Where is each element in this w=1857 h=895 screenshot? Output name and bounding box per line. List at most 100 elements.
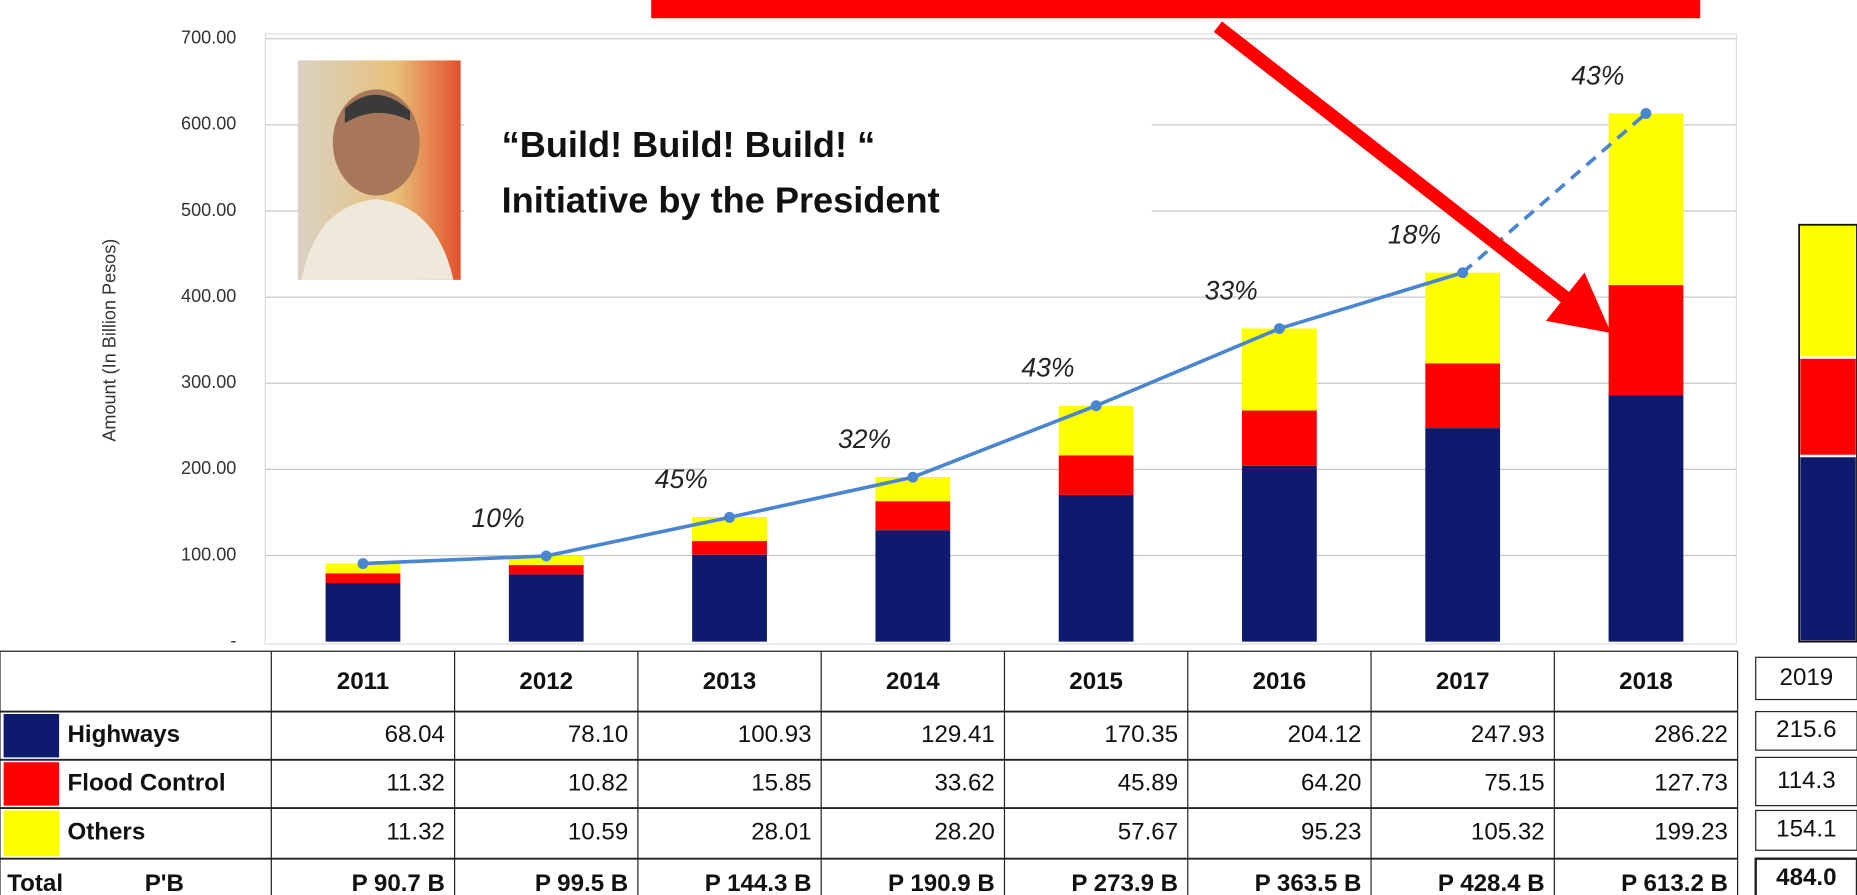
bar-segment xyxy=(508,565,584,575)
table-cell: P 428.4 B xyxy=(1438,870,1545,895)
projection-cell: 2019 xyxy=(1780,664,1834,691)
total-point xyxy=(1457,267,1469,279)
table-cell: 45.89 xyxy=(1118,769,1178,796)
bar-segment xyxy=(1242,465,1317,642)
bar-segment xyxy=(1425,363,1501,429)
table-cell: 10.59 xyxy=(568,819,628,846)
table-cell: 286.22 xyxy=(1654,721,1728,748)
projection-cell-box xyxy=(1755,656,1857,701)
bar-segment xyxy=(1058,405,1134,456)
bar-segment xyxy=(692,554,767,642)
total-point xyxy=(1090,400,1102,412)
column-header: 2013 xyxy=(703,668,757,695)
y-tick-label: 300.00 xyxy=(181,372,236,392)
row-header: Highways xyxy=(68,721,181,748)
projection-segment xyxy=(1797,223,1857,359)
column-header: 2017 xyxy=(1436,668,1490,695)
banner xyxy=(651,0,1701,19)
total-point xyxy=(540,550,552,562)
table-cell: 204.12 xyxy=(1288,721,1362,748)
projection-segment xyxy=(1797,454,1857,643)
bar-segment xyxy=(1058,455,1134,495)
projection-outline xyxy=(1798,223,1857,643)
growth-label: 32% xyxy=(838,424,891,454)
table-cell: P 90.7 B xyxy=(352,870,445,895)
table-cell: P 613.2 B xyxy=(1621,870,1728,895)
table-cell: P 144.3 B xyxy=(705,870,812,895)
bar-segment xyxy=(508,574,584,642)
bar-segment xyxy=(1058,494,1134,642)
legend-swatch xyxy=(3,713,60,758)
table-cell: 105.32 xyxy=(1471,819,1545,846)
projection-segment xyxy=(1797,356,1857,458)
growth-label: 18% xyxy=(1388,219,1441,249)
table-cell: 129.41 xyxy=(921,721,995,748)
projection-cell-box xyxy=(1754,857,1857,895)
table-cell: 68.04 xyxy=(385,721,445,748)
y-tick-label: 400.00 xyxy=(181,286,236,306)
table-cell: 247.93 xyxy=(1471,721,1545,748)
row-header: Total xyxy=(7,870,63,895)
table-cell: 78.10 xyxy=(568,721,628,748)
table-cell: 95.23 xyxy=(1301,819,1361,846)
bar-segment xyxy=(1242,328,1317,411)
total-point xyxy=(1640,108,1652,119)
projection-cell-box xyxy=(1755,756,1857,807)
bar-segment xyxy=(692,541,767,555)
table-cell: 33.62 xyxy=(934,769,994,796)
total-point xyxy=(907,471,919,483)
table-cell: 11.32 xyxy=(386,819,445,846)
plot-frame xyxy=(264,33,1738,645)
total-point xyxy=(357,558,369,569)
table-cell: 28.01 xyxy=(751,819,811,846)
bar-segment xyxy=(1608,285,1684,396)
legend-swatch xyxy=(3,762,60,806)
bar-segment xyxy=(875,501,951,531)
table: 2011 2012 2013 2014 2015 2016 2017 2018 Highways… xyxy=(0,650,1857,895)
column-header: 2012 xyxy=(519,668,573,695)
table-cell: 127.73 xyxy=(1654,769,1728,796)
bar-segment xyxy=(1425,272,1501,364)
y-tick-label: 700.00 xyxy=(181,28,236,48)
table-cell: 15.85 xyxy=(751,769,811,796)
bar-segment xyxy=(875,530,951,642)
row-header: Others xyxy=(68,819,146,846)
table-cell: 170.35 xyxy=(1104,721,1178,748)
bar-segment xyxy=(325,583,401,642)
growth-label: 33% xyxy=(1205,275,1258,305)
y-tick-label: 100.00 xyxy=(181,544,236,564)
bar-segment xyxy=(1608,113,1684,286)
lines: 10% 45% 32% 43% 33% 18% 43% xyxy=(357,60,1652,569)
legend-swatch xyxy=(3,810,60,857)
arrow xyxy=(1213,21,1572,305)
annotation: Initiative by the President xyxy=(502,179,940,220)
column-header: 2016 xyxy=(1253,668,1307,695)
table-cell: 100.93 xyxy=(738,721,812,748)
projection-cell: 484.0 xyxy=(1776,864,1836,891)
y-tick-label: 500.00 xyxy=(181,200,236,220)
total-point xyxy=(724,511,735,523)
table-cell: 64.20 xyxy=(1301,769,1361,796)
projection-cell-box xyxy=(1755,710,1857,751)
projection-cell: 114.3 xyxy=(1777,767,1836,794)
arrow-head xyxy=(1545,272,1612,333)
projection-cell: 154.1 xyxy=(1776,816,1836,843)
table-cell: P 273.9 B xyxy=(1071,870,1178,895)
photo xyxy=(297,60,461,280)
y-tick-label: 200.00 xyxy=(181,458,236,478)
table-cell: 75.15 xyxy=(1484,769,1544,796)
column-header: 2018 xyxy=(1619,668,1673,695)
growth-label: 45% xyxy=(655,464,708,494)
annotation-box xyxy=(464,114,1152,230)
row-header: P'B xyxy=(145,870,184,895)
projection-cell: 215.6 xyxy=(1776,716,1836,743)
table-cell: 57.67 xyxy=(1118,819,1178,846)
table-cell: 10.82 xyxy=(568,769,628,796)
row-header: Flood Control xyxy=(68,769,226,796)
table-cell: 28.20 xyxy=(934,819,994,846)
growth-label: 10% xyxy=(471,503,524,533)
growth-label: 43% xyxy=(1571,60,1624,90)
y-axis-label: Amount (In Billion Pesos) xyxy=(100,239,120,442)
bar-segment xyxy=(1425,428,1501,642)
